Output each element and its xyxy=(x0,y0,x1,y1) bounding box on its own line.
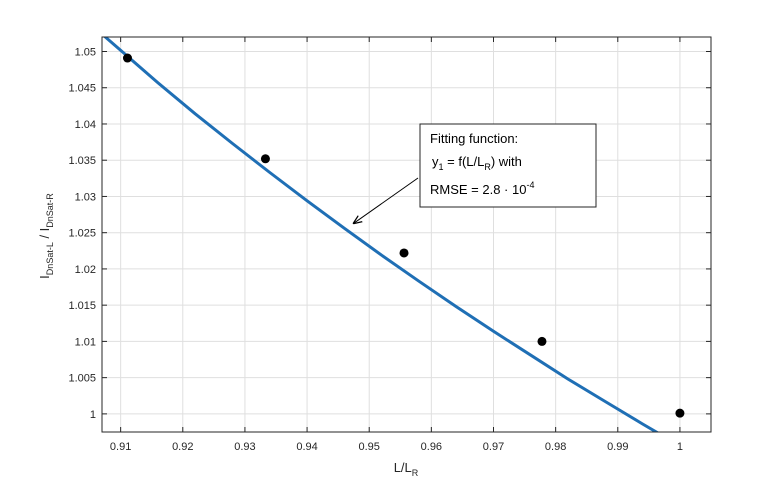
data-point xyxy=(537,336,547,346)
x-tick-label: 0.99 xyxy=(607,441,628,453)
y-axis-label: IDnSat-L / IDnSat-R xyxy=(37,193,55,279)
grid-lines xyxy=(102,37,711,432)
y-tick-label: 1.01 xyxy=(75,336,96,348)
annotation-arrow xyxy=(354,177,419,223)
y-tick-label: 1 xyxy=(90,409,96,421)
x-tick-label: 0.93 xyxy=(234,441,255,453)
data-point xyxy=(260,154,270,164)
annotation-line-2: y1 = f(L/LR) with xyxy=(432,154,522,172)
x-tick-label: 0.95 xyxy=(359,441,380,453)
x-tick-label: 0.91 xyxy=(110,441,131,453)
x-tick-label: 0.98 xyxy=(545,441,566,453)
y-tick-label: 1.005 xyxy=(68,373,96,385)
annotation-line-1: Fitting function: xyxy=(430,131,518,146)
fit-curve xyxy=(103,37,660,432)
y-tick-label: 1.025 xyxy=(68,228,96,240)
data-point xyxy=(399,248,409,258)
annotation-box xyxy=(419,123,597,208)
y-tick-label: 1.04 xyxy=(75,119,96,131)
plot-area xyxy=(102,37,711,432)
x-axis-label: L/LR xyxy=(394,460,419,478)
data-point xyxy=(122,53,132,63)
annotation-line-3: RMSE = 2.8 · 10-4 xyxy=(430,180,534,197)
y-tick-label: 1.02 xyxy=(75,264,96,276)
fit-curve-layer xyxy=(103,37,660,432)
y-tick-label: 1.015 xyxy=(68,300,96,312)
x-tick-label: 1 xyxy=(677,441,683,453)
data-point xyxy=(675,408,685,418)
x-tick-label: 0.92 xyxy=(172,441,193,453)
x-tick-label: 0.96 xyxy=(421,441,442,453)
x-axis-ticks: 0.91 0.92 0.93 0.94 0.95 0.96 0.97 0.98 0.99 1 xyxy=(110,37,683,453)
axes-box xyxy=(101,36,712,433)
fit-annotation: Fitting function: y1 = f(L/LR) with RMSE… xyxy=(354,123,597,223)
y-tick-label: 1.03 xyxy=(75,191,96,203)
x-tick-label: 0.94 xyxy=(296,441,317,453)
y-tick-label: 1.05 xyxy=(75,46,96,58)
y-axis-ticks: 1 1.005 1.01 1.015 1.02 1.025 1.03 1.035 1.04 1.0… xyxy=(68,46,711,421)
y-tick-label: 1.035 xyxy=(68,155,96,167)
data-points-layer xyxy=(122,53,685,418)
y-tick-label: 1.045 xyxy=(68,83,96,95)
x-tick-label: 0.97 xyxy=(483,441,504,453)
